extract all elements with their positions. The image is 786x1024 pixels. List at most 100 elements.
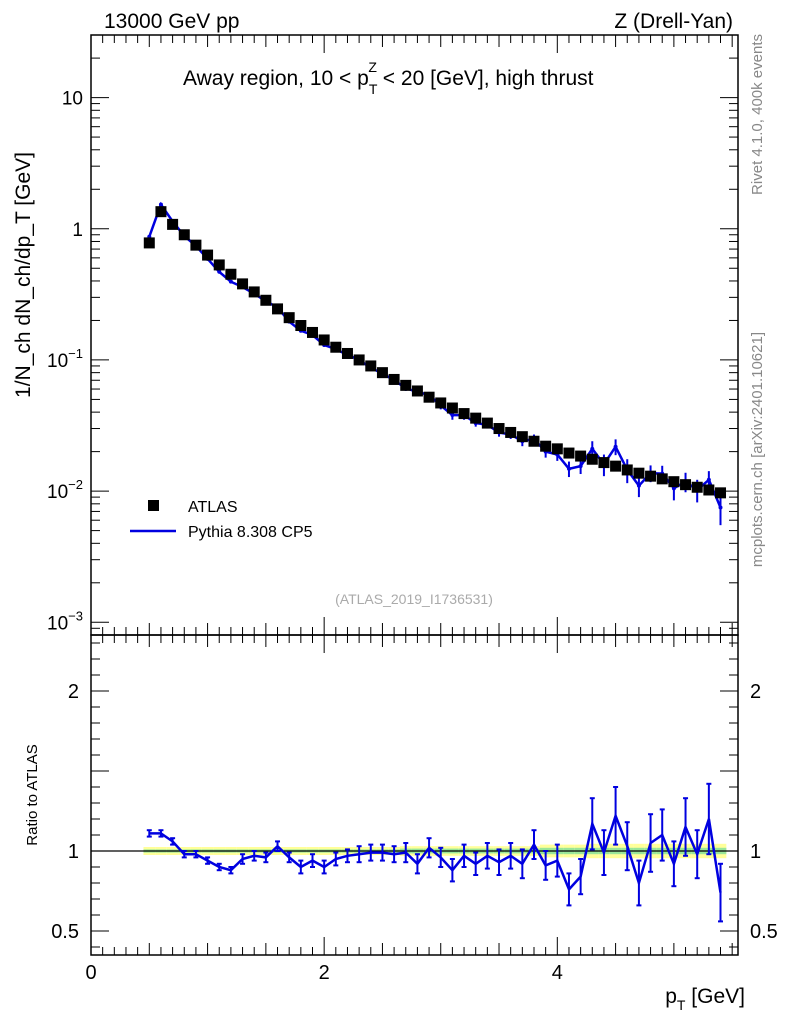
atlas-point: [423, 391, 435, 403]
atlas-point: [225, 268, 237, 280]
y-tick-exp: −2: [68, 477, 83, 492]
ratio-panel-frame: [90, 634, 739, 956]
atlas-point: [446, 402, 458, 414]
atlas-point: [237, 278, 249, 290]
header-right: Z (Drell-Yan): [614, 10, 733, 33]
y-tick-base: 10: [47, 351, 68, 372]
ratio-y-axis: 2 2 1 1 0.5 0.5: [51, 642, 778, 948]
ratio-y-tick-label: 1: [68, 841, 79, 863]
pythia-point: [590, 446, 595, 451]
atlas-point: [400, 379, 412, 391]
atlas-point: [715, 487, 727, 499]
main-title: Away region, 10 < pTZ < 20 [GeV], high t…: [183, 59, 594, 97]
atlas-point: [190, 239, 202, 251]
atlas-point: [272, 303, 284, 315]
atlas-point: [202, 249, 214, 261]
atlas-point: [143, 237, 155, 249]
atlas-point: [633, 467, 645, 479]
atlas-point: [318, 334, 330, 346]
y-tick-exp: −1: [68, 346, 83, 361]
atlas-point: [505, 426, 517, 438]
atlas-point: [598, 457, 610, 469]
pythia-point: [718, 505, 723, 510]
pythia-point: [706, 477, 711, 482]
legend-atlas-marker: [148, 500, 159, 511]
atlas-point: [283, 312, 295, 324]
ratio-y-tick-label-right: 0.5: [750, 921, 778, 943]
header-left: 13000 GeV pp: [104, 10, 239, 33]
atlas-point: [458, 408, 470, 420]
atlas-point: [691, 481, 703, 493]
atlas-point: [575, 450, 587, 462]
ratio-y-tick-label: 2: [68, 681, 79, 703]
x-axis: 0 2 4: [85, 635, 733, 984]
atlas-point: [645, 470, 657, 482]
ratio-line: [149, 812, 722, 893]
legend-pythia-label: Pythia 8.308 CP5: [188, 524, 313, 541]
y-tick-base: 10: [47, 613, 68, 634]
atlas-point: [563, 447, 575, 459]
atlas-point: [668, 476, 680, 488]
atlas-point: [493, 423, 505, 435]
legend-atlas-label: ATLAS: [188, 499, 238, 516]
atlas-point: [516, 431, 528, 443]
pythia-point: [613, 444, 618, 449]
rivet-label: Rivet 4.1.0, 400k events: [749, 34, 766, 195]
ratio-y-tick-label-right: 1: [750, 841, 761, 863]
atlas-point: [155, 206, 167, 218]
atlas-point: [481, 417, 493, 429]
pythia-point: [636, 483, 641, 488]
y-tick-exp: −3: [68, 608, 83, 623]
atlas-point: [703, 484, 715, 496]
x-label-sub: T: [677, 997, 686, 1013]
main-title-prefix: Away region, 10 < p: [183, 67, 369, 90]
atlas-point: [365, 360, 377, 372]
analysis-watermark: (ATLAS_2019_I1736531): [335, 591, 493, 607]
main-y-label: 1/N_ch dN_ch/dp_T [GeV]: [12, 152, 35, 398]
ratio-y-tick-label: 0.5: [51, 921, 79, 943]
atlas-point: [656, 473, 668, 485]
y-tick-label: 10−2: [47, 477, 83, 503]
y-tick-label: 1: [72, 220, 83, 241]
pythia-point: [566, 466, 571, 471]
pythia-point: [578, 464, 583, 469]
ratio-y-label: Ratio to ATLAS: [24, 744, 41, 845]
main-panel-frame: [90, 34, 739, 636]
pythia-point: [671, 486, 676, 491]
x-tick-label: 4: [552, 962, 563, 984]
x-tick-label: 2: [319, 962, 330, 984]
atlas-point: [213, 259, 225, 271]
atlas-point: [248, 286, 260, 298]
x-tick-label: 0: [85, 962, 96, 984]
y-tick-label: 10−1: [47, 346, 83, 372]
ratio-series: [146, 782, 724, 923]
atlas-point: [376, 367, 388, 379]
x-axis-label: pT [GeV]: [665, 985, 745, 1013]
atlas-point: [610, 460, 622, 472]
atlas-point: [330, 341, 342, 353]
atlas-point: [388, 373, 400, 385]
atlas-point: [621, 464, 633, 476]
x-label-p: p: [665, 985, 677, 1008]
atlas-point: [411, 385, 423, 397]
y-tick-label: 10: [62, 89, 83, 110]
main-title-sub: T: [369, 81, 378, 97]
atlas-point: [551, 443, 563, 455]
y-tick-label: 10−3: [47, 608, 83, 634]
atlas-point: [586, 453, 598, 465]
atlas-point: [341, 347, 353, 359]
atlas-point: [435, 397, 447, 409]
atlas-point: [260, 294, 272, 306]
atlas-series: [143, 206, 727, 499]
atlas-point: [528, 435, 540, 447]
y-tick-base: 10: [47, 482, 68, 503]
ratio-band: [91, 843, 738, 859]
legend: ATLAS Pythia 8.308 CP5: [130, 499, 313, 541]
pythia-point: [217, 269, 222, 274]
pythia-point: [450, 413, 455, 418]
x-label-unit: [GeV]: [685, 985, 745, 1008]
atlas-point: [306, 326, 318, 338]
atlas-point: [167, 218, 179, 230]
